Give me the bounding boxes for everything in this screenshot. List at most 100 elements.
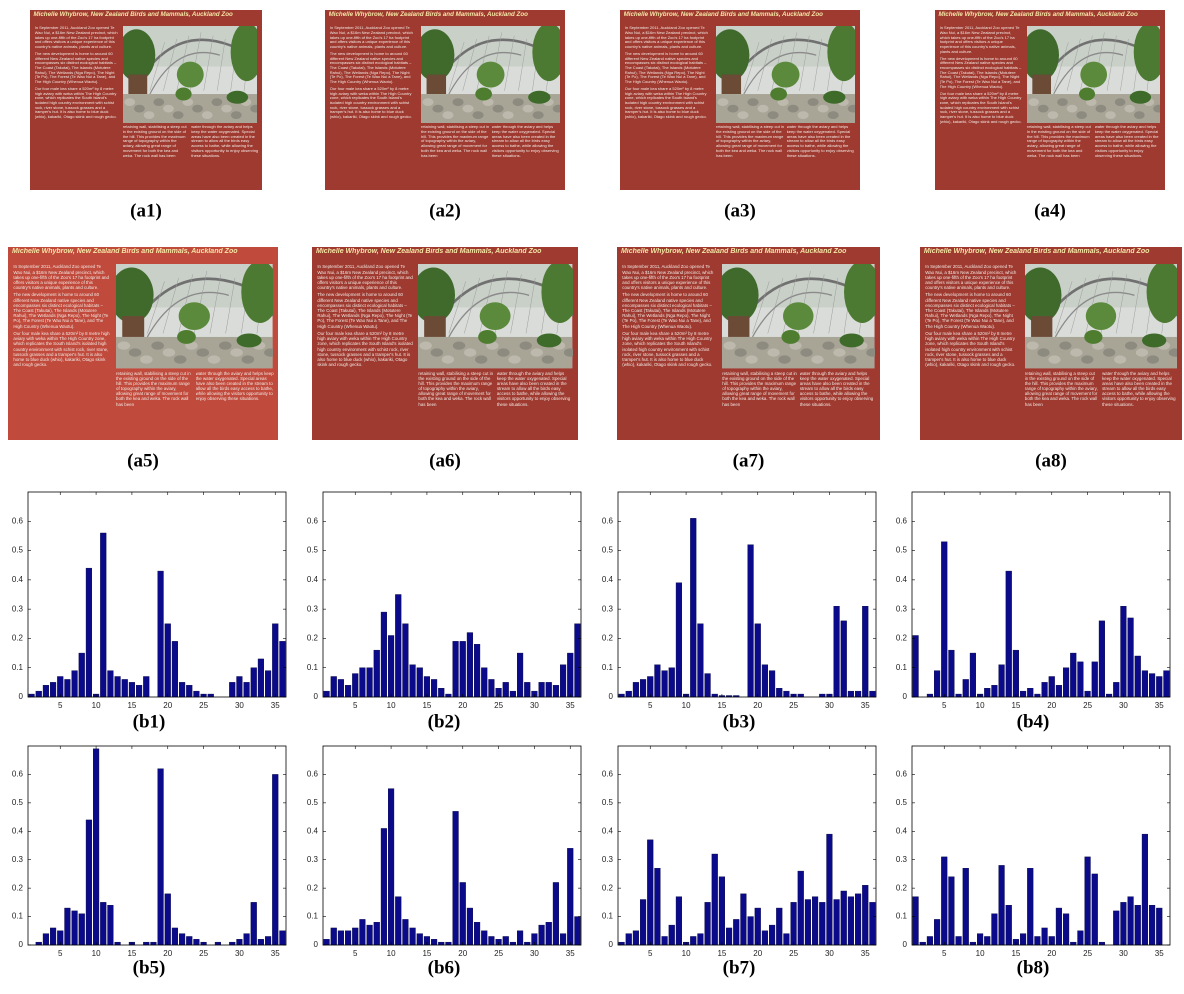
bar — [654, 868, 661, 946]
bar — [754, 623, 761, 698]
bar — [1120, 606, 1127, 698]
foliage — [418, 267, 456, 324]
y-tick-label: 0.4 — [307, 575, 319, 584]
left-column: In September 2011, Auckland Zoo opened T… — [625, 26, 711, 190]
bar — [776, 688, 783, 698]
bar — [1106, 693, 1113, 698]
y-tick-label: 0 — [19, 692, 24, 701]
rock — [219, 341, 232, 351]
bar — [431, 939, 438, 946]
bar — [257, 658, 264, 698]
bar — [416, 933, 423, 946]
x-tick-label: 30 — [530, 949, 539, 958]
panel-label: (b8) — [1017, 957, 1050, 978]
foliage — [241, 264, 273, 324]
bar — [42, 933, 49, 946]
axes-box — [911, 491, 1171, 698]
text-column: water through the aviary and helps keep … — [191, 125, 259, 158]
mesh — [771, 35, 785, 92]
bar — [690, 518, 697, 698]
y-tick-label: 0.2 — [896, 883, 908, 892]
x-tick-label: 20 — [163, 701, 172, 710]
paragraph: In September 2011, Auckland Zoo opened T… — [939, 26, 1020, 54]
dome-inner — [1053, 52, 1124, 95]
bar — [847, 896, 854, 946]
rock — [207, 355, 221, 365]
rock — [140, 355, 153, 365]
x-tick-label: 15 — [127, 949, 136, 958]
rock — [162, 348, 176, 358]
bar — [934, 919, 941, 946]
y-tick-label: 0.1 — [602, 663, 614, 672]
text-column: retaining wall, stabilising a steep cut … — [1027, 125, 1091, 158]
rock — [196, 348, 210, 358]
bar — [1020, 933, 1027, 946]
y-tick-label: 0 — [314, 940, 319, 949]
bar — [560, 933, 567, 946]
bar — [409, 664, 416, 698]
x-tick-label: 30 — [530, 701, 539, 710]
paragraph: Our four male kea share a 520m² by 8 met… — [329, 85, 412, 120]
paragraph: Our four male kea share a 520m² by 8 met… — [13, 330, 110, 368]
rock — [844, 355, 857, 365]
paragraph: The new development is home to around 60… — [939, 55, 1022, 89]
y-tick-label: 0.3 — [12, 855, 24, 864]
rock — [124, 98, 135, 107]
x-tick-label: 10 — [682, 701, 691, 710]
bar — [754, 907, 761, 946]
foliage — [1027, 29, 1060, 82]
rock — [734, 348, 747, 358]
bar — [955, 693, 962, 698]
bar — [618, 693, 625, 698]
bar — [654, 664, 661, 698]
bar — [769, 924, 776, 946]
y-tick-label: 0 — [609, 692, 614, 701]
bar — [517, 930, 524, 946]
mesh — [225, 278, 236, 334]
bar — [783, 933, 790, 946]
mesh — [1115, 274, 1127, 334]
foliage — [476, 61, 505, 88]
left-column: In September 2011, Auckland Zoo opened T… — [317, 264, 413, 440]
bar — [740, 893, 747, 946]
y-tick-label: 0.1 — [307, 912, 319, 921]
plant — [175, 87, 192, 101]
bar — [618, 941, 625, 946]
rock — [847, 104, 856, 113]
bar — [179, 933, 186, 946]
bar — [567, 848, 574, 946]
hut — [1032, 74, 1052, 95]
bar — [819, 693, 826, 698]
bar — [1149, 673, 1156, 698]
hut — [728, 316, 750, 338]
foliage — [771, 61, 800, 88]
screenshot-panel: Michelle Whybrow, New Zealand Birds and … — [312, 247, 578, 440]
bar — [797, 693, 804, 698]
screenshot-panel: Michelle Whybrow, New Zealand Birds and … — [8, 247, 278, 440]
mesh — [1070, 278, 1086, 334]
bar — [445, 693, 452, 698]
rock — [1057, 98, 1068, 107]
text-column: retaining wall, stabilising a steep cut … — [716, 125, 785, 158]
bar — [941, 856, 948, 946]
y-tick-label: 0.5 — [307, 798, 319, 807]
y-tick-label: 0.5 — [602, 798, 614, 807]
bar — [991, 685, 998, 698]
photo — [122, 26, 258, 124]
bar — [193, 939, 200, 946]
bar — [250, 667, 257, 698]
panel-label: (b5) — [133, 957, 166, 978]
bar — [1034, 936, 1041, 946]
x-tick-label: 10 — [682, 949, 691, 958]
y-tick-label: 0.4 — [12, 575, 24, 584]
text-column: retaining wall, stabilising a steep cut … — [122, 125, 187, 158]
rock — [727, 104, 739, 113]
bar — [1120, 902, 1127, 946]
bar — [157, 570, 164, 698]
bar — [567, 652, 574, 698]
plant — [839, 333, 865, 348]
y-tick-label: 0.6 — [896, 770, 908, 779]
bar — [1027, 688, 1034, 698]
page-title: Michelle Whybrow, New Zealand Birds and … — [315, 247, 542, 255]
